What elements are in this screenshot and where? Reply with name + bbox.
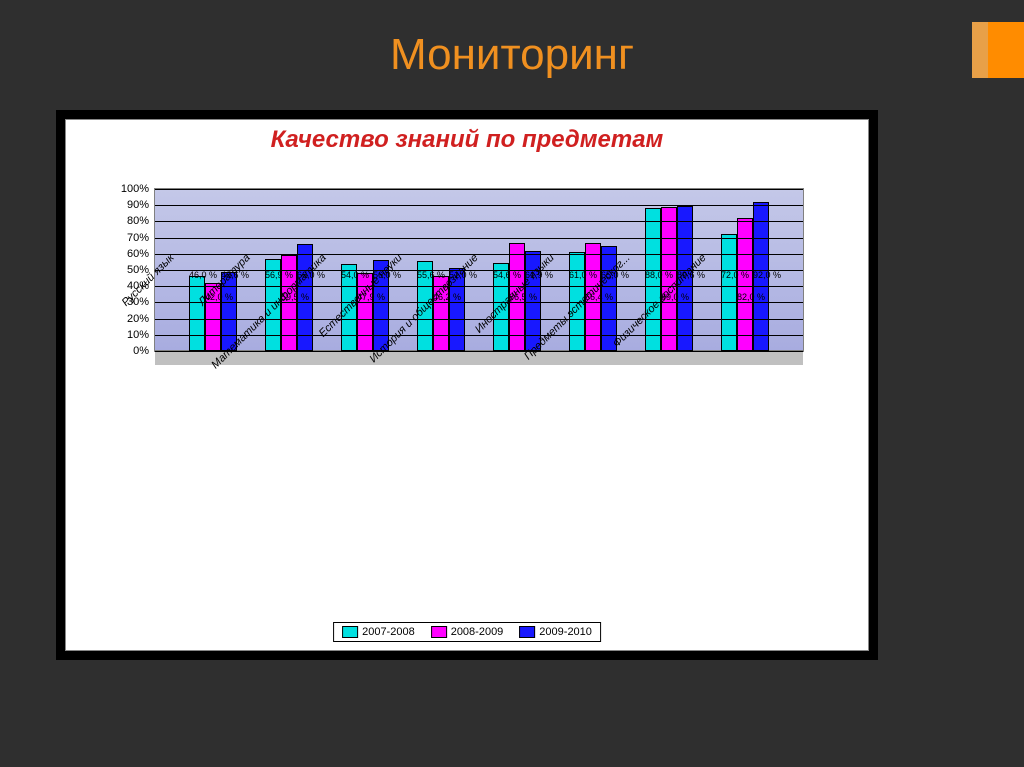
data-label: 72,0 % bbox=[721, 270, 749, 280]
legend-label: 2007-2008 bbox=[362, 626, 415, 638]
gridline bbox=[155, 189, 803, 190]
data-label: 46,0 % bbox=[189, 270, 217, 280]
data-label: 61,0 % bbox=[569, 270, 597, 280]
legend-item: 2007-2008 bbox=[342, 626, 415, 638]
data-label: 92,0 % bbox=[753, 270, 781, 280]
legend-swatch bbox=[431, 626, 447, 638]
data-label: 88,0 % bbox=[645, 270, 673, 280]
gridline bbox=[155, 221, 803, 222]
data-label: 55,6 % bbox=[417, 270, 445, 280]
ytick-label: 20% bbox=[127, 313, 155, 325]
legend-label: 2008-2009 bbox=[451, 626, 504, 638]
data-label: 54,6 % bbox=[493, 270, 521, 280]
gridline bbox=[155, 238, 803, 239]
plot-floor bbox=[155, 350, 803, 365]
legend-item: 2008-2009 bbox=[431, 626, 504, 638]
gridline bbox=[155, 254, 803, 255]
bar bbox=[721, 234, 737, 351]
ytick-label: 80% bbox=[127, 215, 155, 227]
gridline bbox=[155, 286, 803, 287]
gridline bbox=[155, 205, 803, 206]
legend: 2007-2008 2008-2009 2009-2010 bbox=[333, 622, 601, 642]
slide: Мониторинг Качество знаний по предметам … bbox=[0, 0, 1024, 767]
page-title: Мониторинг bbox=[0, 30, 1024, 80]
gridline bbox=[155, 270, 803, 271]
chart-title: Качество знаний по предметам bbox=[66, 126, 868, 154]
chart: Качество знаний по предметам 46,0 %48,6 … bbox=[65, 119, 869, 651]
ytick-label: 90% bbox=[127, 199, 155, 211]
legend-label: 2009-2010 bbox=[539, 626, 592, 638]
ytick-label: 10% bbox=[127, 329, 155, 341]
ytick-label: 60% bbox=[127, 248, 155, 260]
ytick-label: 100% bbox=[121, 183, 155, 195]
ytick-label: 70% bbox=[127, 232, 155, 244]
legend-swatch bbox=[519, 626, 535, 638]
gridline bbox=[155, 351, 803, 352]
legend-item: 2009-2010 bbox=[519, 626, 592, 638]
chart-frame: Качество знаний по предметам 46,0 %48,6 … bbox=[56, 110, 878, 660]
data-label: 56,9 % bbox=[265, 270, 293, 280]
gridline bbox=[155, 302, 803, 303]
legend-swatch bbox=[342, 626, 358, 638]
data-label: 54,0 % bbox=[341, 270, 369, 280]
data-label: 82,0 % bbox=[737, 292, 765, 302]
